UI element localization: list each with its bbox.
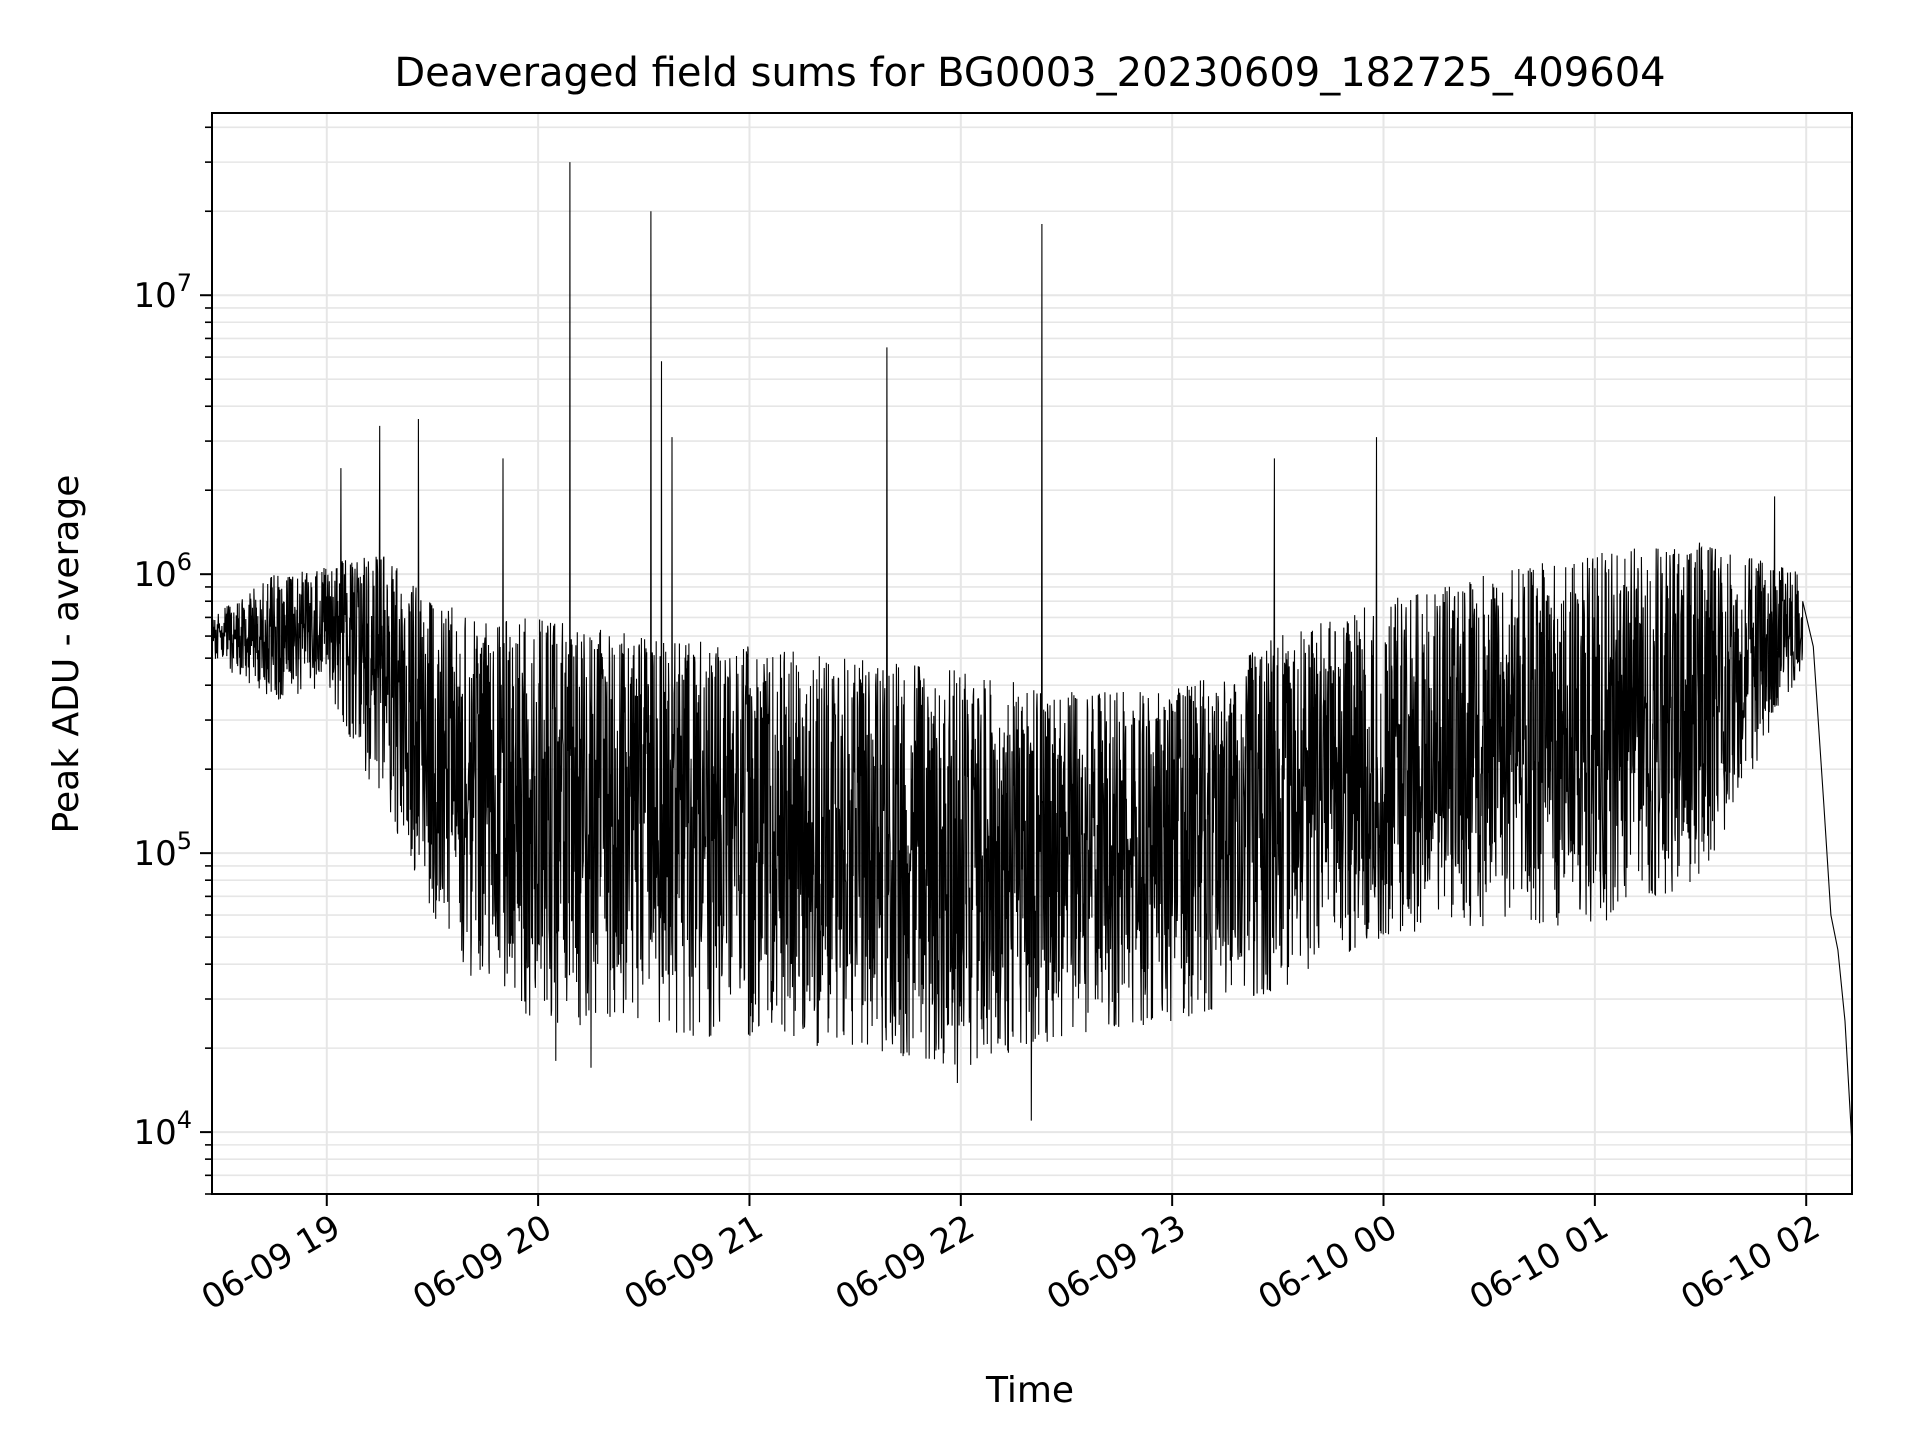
x-axis-label: Time <box>985 1370 1074 1411</box>
plot-area <box>212 162 1852 1145</box>
data-series-line <box>212 162 1852 1145</box>
y-tick-label: 107 <box>133 269 192 316</box>
y-tick-label: 105 <box>133 827 192 874</box>
chart-title: Deaveraged field sums for BG0003_2023060… <box>394 50 1665 96</box>
y-axis-label: Peak ADU - average <box>46 475 87 834</box>
plot-frame <box>211 112 1853 1195</box>
